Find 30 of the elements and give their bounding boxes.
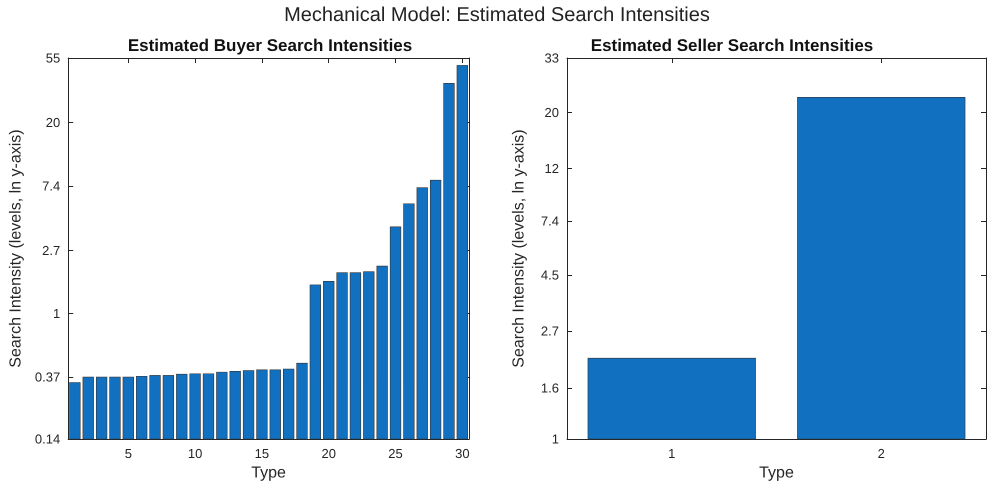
- y-tick-label: 20: [46, 115, 60, 130]
- y-tick-label: 20: [544, 105, 559, 120]
- x-tick-label: 10: [188, 446, 202, 462]
- x-tick-label: 25: [388, 446, 403, 462]
- x-tick-label: 5: [124, 446, 132, 462]
- y-tick-label: 1: [552, 432, 559, 447]
- y-axis-title: Search Intensity (levels, ln y-axis): [8, 129, 24, 368]
- text: Mechanical Model: Estimated Search Intensities: [283, 4, 711, 27]
- x-tick-label: 1: [668, 446, 676, 462]
- x-tick-label: 15: [254, 446, 270, 462]
- y-tick-label: 0.14: [34, 432, 60, 447]
- y-tick-label: 1: [52, 306, 60, 322]
- y-tick-label: 2.7: [540, 323, 559, 338]
- x-tick-label: 2: [878, 446, 885, 462]
- y-tick-label: 55: [46, 50, 60, 66]
- y-tick-label: 0.37: [34, 370, 60, 385]
- y-tick-label: 12: [544, 160, 559, 176]
- x-tick-label: 30: [455, 446, 470, 462]
- y-tick-label: 7.4: [42, 178, 60, 194]
- y-axis-title: Search Intensity (levels, ln y-axis): [510, 129, 528, 368]
- chart-title: Estimated Buyer Search Intensities: [128, 36, 412, 55]
- x-tick-label: 20: [321, 446, 336, 462]
- y-tick-label: 7.4: [540, 213, 559, 228]
- x-axis-title: Type: [251, 464, 286, 482]
- y-tick-label: 2.7: [42, 242, 60, 258]
- y-tick-label: 4.5: [540, 268, 559, 283]
- y-tick-label: 1.6: [540, 380, 559, 396]
- chart-title: Estimated Seller Search Intensities: [590, 36, 874, 55]
- y-tick-label: 33: [544, 50, 559, 66]
- x-axis-title: Type: [759, 464, 794, 482]
